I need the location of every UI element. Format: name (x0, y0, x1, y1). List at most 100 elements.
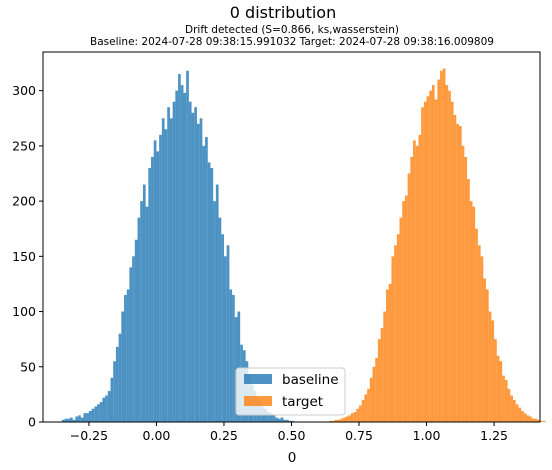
bar-target (410, 156, 414, 423)
bar-baseline (215, 184, 219, 422)
bar-target (510, 395, 513, 422)
bar-baseline (218, 217, 222, 422)
bar-baseline (97, 404, 100, 422)
bar-target (380, 328, 384, 422)
bar-baseline (175, 90, 179, 423)
bar-target (499, 361, 503, 422)
bar-baseline (72, 419, 76, 422)
bar-target (394, 245, 397, 422)
bar-baseline (199, 118, 203, 423)
bar-target (518, 407, 522, 422)
bar-target (445, 85, 449, 422)
bar-baseline (180, 85, 184, 422)
bar-target (458, 126, 462, 422)
bar-baseline (115, 346, 119, 422)
x-tick-label: 1.00 (413, 428, 441, 443)
bar-target (523, 413, 527, 422)
bar-baseline (121, 311, 125, 422)
y-tick-label: 50 (20, 359, 36, 374)
bar-target (334, 419, 338, 422)
bar-target (364, 394, 368, 422)
bar-baseline (159, 134, 162, 422)
bar-baseline (142, 184, 146, 422)
bar-baseline (102, 397, 106, 422)
bar-baseline (91, 408, 95, 422)
bar-baseline (221, 234, 224, 422)
bar-baseline (232, 294, 235, 422)
bar-baseline (132, 256, 135, 422)
x-axis-label: 0 (288, 450, 297, 466)
bar-target (529, 416, 532, 422)
bar-target (413, 140, 416, 422)
bar-baseline (134, 239, 138, 422)
bar-baseline (210, 167, 214, 422)
bar-target (464, 156, 468, 423)
bar-baseline (61, 419, 65, 422)
bar-baseline (153, 140, 157, 422)
bar-target (340, 418, 343, 422)
bar-target (461, 145, 465, 422)
bar-target (531, 418, 535, 422)
bar-target (502, 375, 505, 422)
bar-baseline (291, 420, 295, 422)
bar-baseline (99, 402, 103, 422)
bar-target (491, 320, 495, 422)
bar-baseline (88, 410, 92, 422)
bar-target (353, 412, 357, 422)
bar-target (421, 107, 424, 422)
bar-target (521, 410, 524, 422)
bar-target (467, 179, 470, 422)
bar-target (429, 90, 432, 423)
bar-baseline (151, 156, 154, 423)
bar-target (450, 101, 454, 423)
y-tick-label: 0 (28, 415, 36, 430)
bar-baseline (129, 267, 133, 422)
bar-target (437, 79, 441, 422)
bar-target (332, 420, 335, 422)
bar-target (434, 99, 438, 422)
y-tick-label: 100 (12, 304, 36, 319)
bar-target (477, 245, 481, 422)
bar-baseline (80, 417, 84, 422)
bar-target (407, 173, 411, 422)
bar-target (431, 85, 435, 422)
bar-baseline (194, 107, 197, 422)
bar-baseline (186, 70, 189, 422)
bar-target (475, 228, 478, 422)
bar-target (350, 413, 354, 422)
bar-baseline (288, 420, 292, 422)
bar-target (512, 399, 516, 422)
bar-target (348, 415, 351, 422)
bar-baseline (110, 377, 114, 422)
bar-target (442, 68, 446, 422)
bar-baseline (178, 74, 181, 423)
bar-target (448, 90, 451, 423)
bar-target (418, 134, 422, 422)
plot-frame (42, 51, 541, 423)
bar-baseline (272, 415, 276, 422)
bar-baseline (169, 118, 173, 423)
legend-label-target: target (282, 394, 323, 410)
bar-baseline (237, 311, 241, 422)
bar-target (337, 419, 341, 422)
x-tick-label: 0.50 (278, 428, 306, 443)
bar-baseline (280, 417, 284, 422)
bar-target (377, 339, 381, 422)
bar-baseline (161, 118, 165, 423)
bar-target (472, 206, 476, 422)
bar-target (342, 417, 346, 422)
bar-baseline (269, 413, 273, 422)
bar-baseline (202, 145, 206, 422)
bar-target (456, 123, 459, 422)
bar-baseline (137, 217, 141, 422)
bar-target (526, 415, 530, 422)
bar-baseline (156, 151, 160, 422)
bar-baseline (164, 129, 168, 423)
chart-subtitle-line2: Baseline: 2024-07-28 09:38:15.991032 Tar… (90, 36, 494, 48)
y-tick-label: 200 (12, 194, 36, 209)
bar-baseline (196, 123, 200, 422)
bar-target (496, 355, 500, 422)
bar-baseline (78, 415, 81, 422)
bar-target (396, 234, 400, 422)
bar-target (494, 339, 497, 422)
